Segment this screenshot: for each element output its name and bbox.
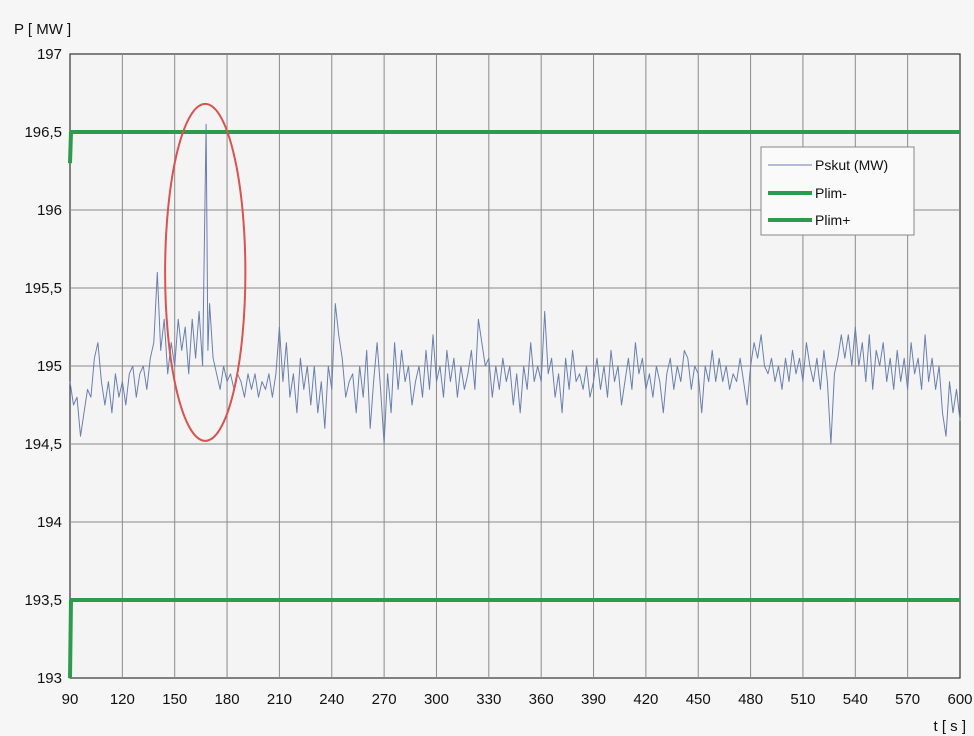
x-tick-label: 510 <box>790 691 815 708</box>
x-tick-label: 540 <box>843 691 868 708</box>
x-tick-label: 480 <box>738 691 763 708</box>
x-tick-label: 210 <box>267 691 292 708</box>
x-tick-label: 360 <box>529 691 554 708</box>
y-axis-title: P [ MW ] <box>14 21 71 38</box>
x-tick-label: 240 <box>319 691 344 708</box>
highlight-ellipse <box>164 102 247 442</box>
legend: Pskut (MW) Plim- Plim+ <box>760 146 915 236</box>
series-pskut-line <box>69 123 961 445</box>
legend-label-plim-minus: Plim- <box>815 185 847 201</box>
x-tick-label: 390 <box>581 691 606 708</box>
x-tick-label: 450 <box>686 691 711 708</box>
series-plim-minus-line <box>68 598 960 679</box>
legend-label-pskut: Pskut (MW) <box>815 157 888 173</box>
y-tick-label: 193,5 <box>24 592 62 609</box>
y-tick-label: 197 <box>37 46 62 63</box>
y-tick-label: 195,5 <box>24 280 62 297</box>
x-tick-label: 330 <box>476 691 501 708</box>
x-tick-label: 300 <box>424 691 449 708</box>
x-tick-label: 120 <box>110 691 135 708</box>
legend-label-plim-plus: Plim+ <box>815 212 850 228</box>
y-tick-label: 195 <box>37 358 62 375</box>
y-tick-label: 196 <box>37 202 62 219</box>
x-axis-title: t [ s ] <box>933 718 966 735</box>
x-tick-label: 570 <box>895 691 920 708</box>
x-tick-label: 600 <box>947 691 972 708</box>
series-plim-plus-line <box>68 130 960 164</box>
y-tick-label: 193 <box>37 670 62 687</box>
annotations <box>164 102 247 442</box>
x-tick-label: 150 <box>162 691 187 708</box>
y-tick-label: 194,5 <box>24 436 62 453</box>
x-tick-label: 270 <box>372 691 397 708</box>
x-tick-label: 420 <box>633 691 658 708</box>
x-tick-label: 180 <box>215 691 240 708</box>
y-tick-label: 194 <box>37 514 62 531</box>
x-tick-labels: 90 120 150 180 210 240 270 300 330 360 390 420 450 48… <box>62 691 973 708</box>
series-lines <box>68 123 961 679</box>
y-tick-labels: 193 193,5 194 194,5 195 195,5 196 196,5 197 <box>24 46 62 687</box>
y-tick-label: 196,5 <box>24 124 62 141</box>
x-tick-label: 90 <box>62 691 79 708</box>
